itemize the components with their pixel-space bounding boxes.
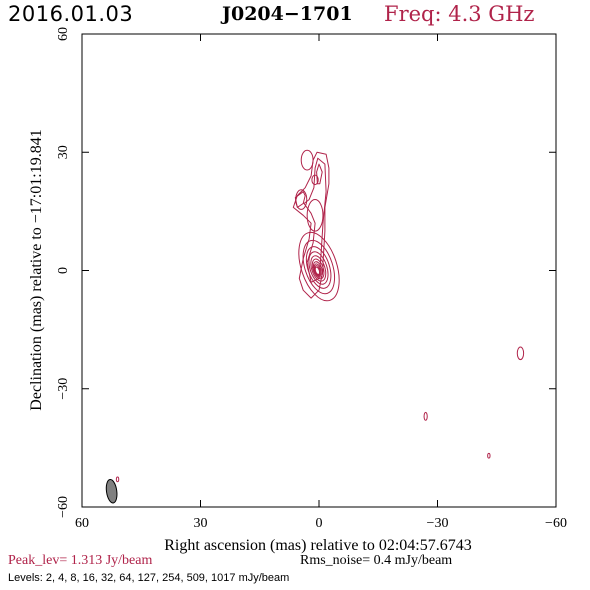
contour-jet-component bbox=[306, 199, 324, 232]
contour-jet-component bbox=[300, 149, 314, 171]
x-tick-label: −30 bbox=[427, 516, 449, 531]
contour-isolated bbox=[115, 476, 120, 483]
contour-jet-component bbox=[311, 174, 319, 186]
contour-core bbox=[310, 255, 327, 282]
y-tick-label: 60 bbox=[56, 27, 71, 41]
contour-jet bbox=[294, 191, 306, 208]
peak-level: Peak_lev= 1.313 Jy/beam bbox=[8, 553, 153, 568]
restoring-beam bbox=[105, 479, 118, 504]
contour-core bbox=[312, 261, 323, 278]
x-tick-label: −60 bbox=[545, 516, 567, 531]
y-tick-label: −60 bbox=[56, 496, 71, 518]
x-tick-label: 60 bbox=[75, 516, 89, 531]
x-axis-label: Right ascension (mas) relative to 02:04:… bbox=[164, 537, 472, 554]
y-tick-label: 30 bbox=[56, 145, 71, 159]
contour-isolated bbox=[423, 411, 428, 421]
source-name: J0204−1701 bbox=[222, 3, 353, 25]
observation-date: 2016.01.03 bbox=[8, 2, 134, 26]
axis-tick-labels: 60 30 0 −30 −60 −60 −30 0 30 60 bbox=[56, 27, 567, 531]
contour-layer bbox=[105, 149, 525, 504]
contour-jet-component bbox=[295, 189, 308, 210]
axis-ticks bbox=[81, 33, 557, 508]
contour-core bbox=[298, 231, 340, 302]
contour-core bbox=[308, 251, 329, 285]
y-tick-label: 0 bbox=[56, 267, 71, 274]
x-tick-label: 30 bbox=[194, 516, 208, 531]
contour-isolated bbox=[487, 452, 491, 459]
contour-jet bbox=[316, 163, 323, 185]
frequency-label: Freq: 4.3 GHz bbox=[384, 2, 535, 26]
y-tick-label: −30 bbox=[56, 378, 71, 400]
contour-isolated bbox=[516, 346, 525, 361]
rms-noise: Rms_noise= 0.4 mJy/beam bbox=[300, 553, 453, 568]
contour-core bbox=[302, 239, 336, 295]
y-axis-label: Declination (mas) relative to −17:01:19.… bbox=[28, 129, 45, 410]
x-tick-label: 0 bbox=[316, 516, 323, 531]
contour-levels: Levels: 2, 4, 8, 16, 32, 64, 127, 254, 5… bbox=[8, 572, 290, 584]
